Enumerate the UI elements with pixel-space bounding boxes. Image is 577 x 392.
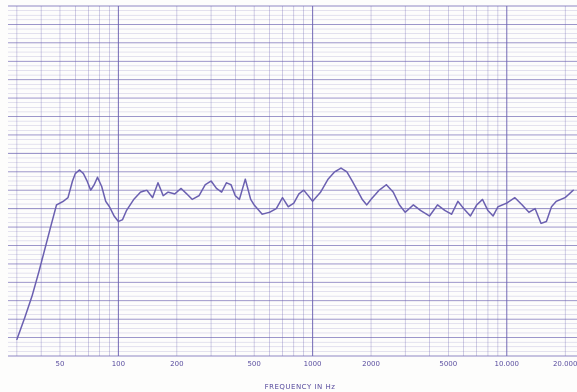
x-tick-label: 5000 xyxy=(439,360,457,368)
x-tick-label: 50 xyxy=(56,360,65,368)
frequency-response-line xyxy=(16,167,575,341)
x-axis-title: FREQUENCY IN Hz xyxy=(265,383,336,391)
x-tick-label: 100 xyxy=(112,360,125,368)
x-tick-label: 500 xyxy=(247,360,260,368)
x-tick-label: 20.000 xyxy=(553,360,577,368)
x-tick-label: 2000 xyxy=(362,360,380,368)
chart-grid xyxy=(8,5,577,357)
x-tick-labels: 50 100 200 500 1000 2000 5000 10.000 20.000 xyxy=(56,360,577,368)
x-tick-label: 200 xyxy=(170,360,183,368)
x-tick-label: 10.000 xyxy=(495,360,520,368)
x-tick-label: 1000 xyxy=(304,360,322,368)
